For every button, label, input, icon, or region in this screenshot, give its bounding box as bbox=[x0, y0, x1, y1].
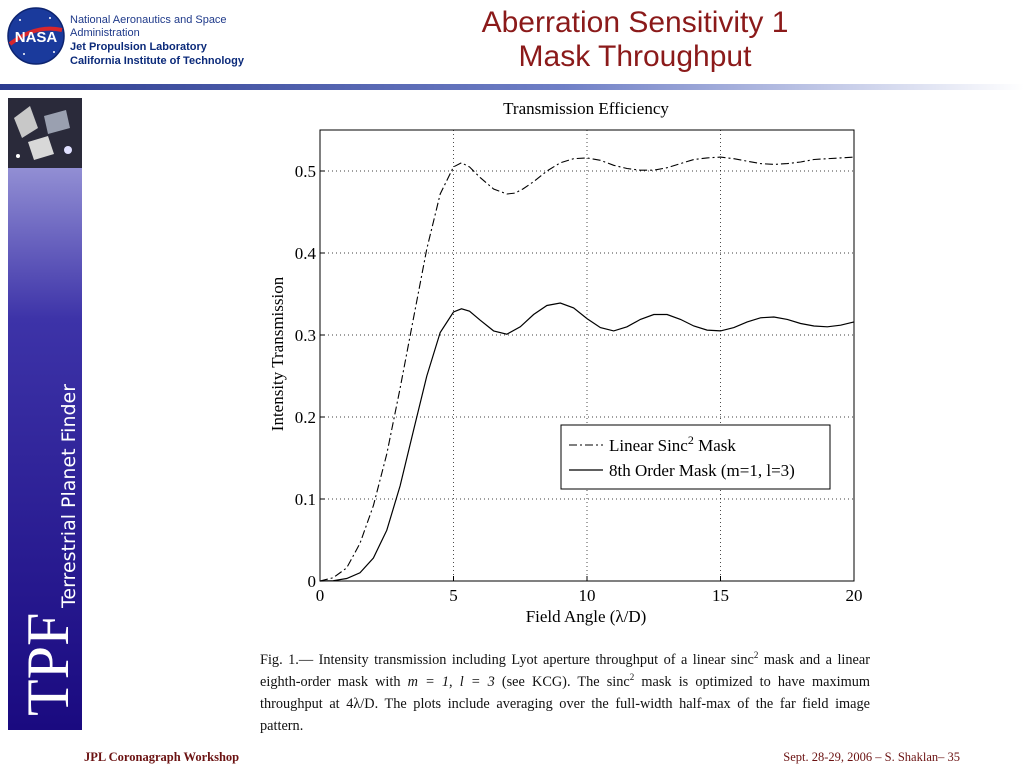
x-tick-label: 10 bbox=[579, 586, 596, 605]
nasa-logo: NASA bbox=[7, 7, 65, 65]
x-tick-label: 5 bbox=[449, 586, 458, 605]
legend: Linear Sinc2 Mask 8th Order Mask (m=1, l… bbox=[560, 424, 831, 490]
slide-title-line-1: Aberration Sensitivity 1 bbox=[481, 6, 789, 39]
header-rule bbox=[0, 84, 1024, 90]
transmission-chart: Transmission Efficiency Field Angle (λ/D… bbox=[268, 99, 863, 626]
series-line-sinc bbox=[319, 156, 855, 582]
nasa-logo-text: NASA bbox=[15, 29, 58, 46]
grid-layer bbox=[320, 130, 854, 581]
slide-title: Aberration Sensitivity 1 Mask Throughput bbox=[420, 6, 850, 74]
y-tick-label: 0.1 bbox=[295, 490, 316, 509]
caption-sup-1: 2 bbox=[753, 650, 759, 661]
series-layer bbox=[319, 156, 855, 582]
y-tick-label: 0.2 bbox=[295, 408, 316, 427]
y-tick-label: 0.5 bbox=[295, 162, 316, 181]
caption-line4: of the far field image pattern. bbox=[260, 696, 870, 734]
legend-label-sinc: Linear Sinc2 Mask bbox=[609, 433, 736, 455]
slide-title-line-2: Mask Throughput bbox=[518, 40, 752, 73]
figure-caption: Fig. 1.— Intensity transmission includin… bbox=[260, 649, 870, 737]
caption-line2-d: mask is optimized to bbox=[634, 674, 771, 690]
caption-line2-b: , bbox=[449, 674, 460, 690]
banner-name: Terrestrial Planet Finder bbox=[58, 384, 80, 609]
footer-date-author: Sept. 28-29, 2006 – S. Shaklan– 35 bbox=[783, 750, 960, 764]
banner-acronym: TPF bbox=[15, 613, 81, 716]
chart-title: Transmission Efficiency bbox=[503, 99, 669, 118]
org-name-line-2: Administration bbox=[70, 27, 140, 39]
legend-box bbox=[560, 424, 831, 490]
tick-layer: 0 5 10 15 20 0 0.1 0.2 0.3 0.4 0.5 bbox=[295, 162, 863, 605]
legend-label-8th-order: 8th Order Mask (m=1, l=3) bbox=[609, 461, 795, 480]
caption-m-eq: m = 1 bbox=[407, 674, 450, 690]
y-tick-label: 0 bbox=[308, 572, 317, 591]
y-axis-label: Intensity Transmission bbox=[268, 276, 287, 431]
org-name-line-1: National Aeronautics and Space bbox=[70, 14, 227, 26]
banner-text: Terrestrial Planet Finder TPF bbox=[15, 384, 81, 716]
lab-name-line-2: California Institute of Technology bbox=[70, 55, 244, 67]
y-tick-label: 0.4 bbox=[295, 244, 317, 263]
caption-line2-c: (see KCG). The sinc bbox=[494, 674, 630, 690]
caption-line1-a: Fig. 1.— Intensity transmission includin… bbox=[260, 652, 754, 668]
x-axis-label: Field Angle (λ/D) bbox=[526, 607, 647, 626]
x-tick-label: 0 bbox=[316, 586, 325, 605]
footer-workshop: JPL Coronagraph Workshop bbox=[84, 750, 240, 764]
x-tick-label: 15 bbox=[712, 586, 729, 605]
y-tick-label: 0.3 bbox=[295, 326, 316, 345]
lab-name-line-1: Jet Propulsion Laboratory bbox=[70, 41, 207, 53]
x-tick-label: 20 bbox=[846, 586, 863, 605]
caption-line3: have maximum throughput at 4λ/D. The plo… bbox=[260, 674, 870, 712]
caption-l-eq: l = 3 bbox=[459, 674, 495, 690]
series-line-8th-order bbox=[319, 302, 855, 582]
caption-line1-b: mask bbox=[758, 652, 795, 668]
tpf-side-banner bbox=[8, 98, 82, 730]
caption-sup-2: 2 bbox=[629, 672, 635, 683]
plot-frame bbox=[319, 129, 855, 582]
caption-line2-a: and a linear eighth-order mask with bbox=[260, 652, 870, 690]
